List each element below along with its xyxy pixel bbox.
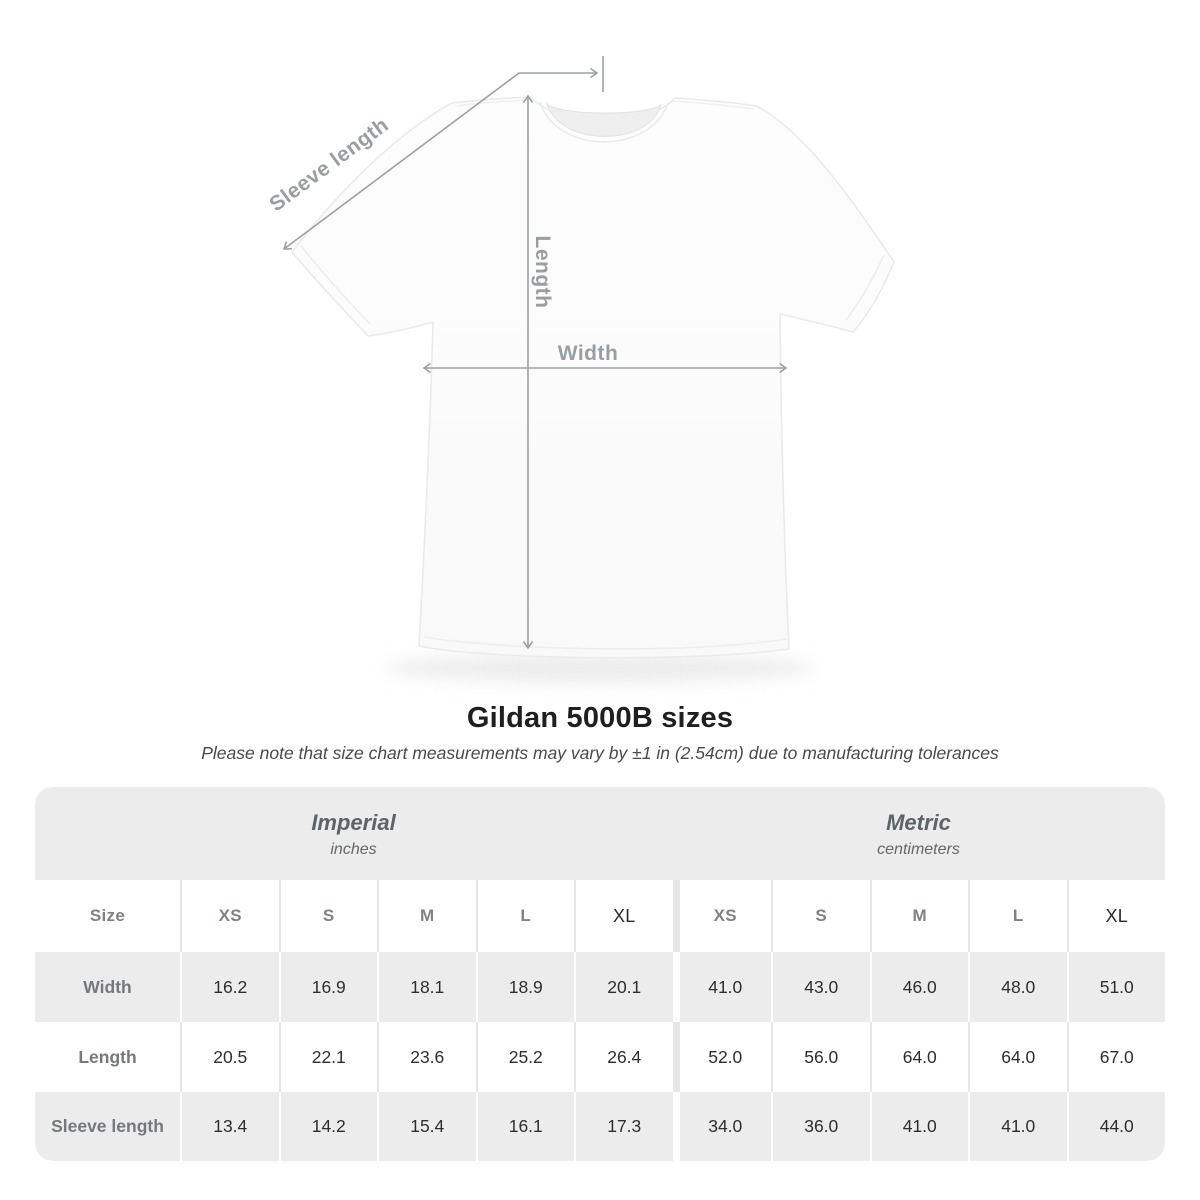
metric-group-header: Metric centimeters [672,787,1165,880]
table-cell: 20.1 [574,952,673,1022]
table-cell: 64.0 [968,1022,1067,1092]
table-cell: 13.4 [180,1092,279,1161]
imperial-group-header: Imperial inches [35,787,672,880]
table-cell: 56.0 [771,1022,870,1092]
size-xl-imperial: XL [574,880,673,952]
length-label: Length [531,236,554,309]
width-label: Width [558,342,619,365]
tshirt-measurement-diagram: Sleeve length Length Width [265,56,895,683]
size-xs-imperial: XS [180,880,279,952]
table-cell: 23.6 [377,1022,476,1092]
size-m-metric: M [869,880,969,952]
size-s-imperial: S [278,880,378,952]
table-cell: 16.9 [278,952,378,1022]
table-cell: 16.1 [475,1092,575,1161]
sleeve-length-arrow [282,67,599,250]
table-cell: 18.9 [475,952,575,1022]
right-shoulder-seam [672,100,754,110]
table-row-width: Width 16.2 16.9 18.1 18.9 20.1 41.0 43.0… [35,952,1165,1022]
row-label: Sleeve length [51,1116,164,1136]
tolerance-note: Please note that size chart measurements… [201,743,999,763]
table-cell: 25.2 [475,1022,575,1092]
imperial-label: Imperial [311,810,396,835]
table-cell: 36.0 [771,1092,870,1161]
table-row-sleeve-length: Sleeve length 13.4 14.2 15.4 16.1 17.3 3… [35,1092,1165,1161]
row-label: Width [83,976,132,997]
size-xs-metric: XS [672,880,772,952]
tshirt-diagram-svg: Sleeve length Length Width [265,56,895,683]
table-cell: 52.0 [672,1022,772,1092]
table-cell: 17.3 [574,1092,673,1161]
table-cell: 18.1 [377,952,476,1022]
tshirt-graphic [291,96,895,659]
right-sleeve-seam [845,254,885,321]
size-column-header: Size [89,906,126,925]
metric-label: Metric [886,810,951,835]
table-cell: 48.0 [968,952,1067,1022]
size-table: Imperial inches Metric centimeters Size … [35,787,1165,1161]
size-m-imperial: M [377,880,476,952]
size-s-metric: S [771,880,870,952]
row-label: Length [78,1046,137,1067]
table-cell: 14.2 [278,1092,378,1161]
table-cell: 46.0 [869,952,969,1022]
table-cell: 26.4 [574,1022,673,1092]
table-cell: 41.0 [869,1092,969,1161]
page-title: Gildan 5000B sizes [466,702,734,734]
table-cell: 16.2 [180,952,279,1022]
size-header-row: Size XS S M L XL XS S M L XL [35,880,1165,952]
table-cell: 34.0 [672,1092,772,1161]
table-cell: 22.1 [278,1022,378,1092]
size-l-metric: L [968,880,1067,952]
unit-group-header-row: Imperial inches Metric centimeters [35,787,1165,880]
table-cell: 15.4 [377,1092,476,1161]
table-cell: 51.0 [1066,952,1166,1022]
table-cell: 44.0 [1066,1092,1166,1161]
hem-stitch [422,636,787,650]
imperial-unit-label: inches [330,841,377,858]
left-sleeve-seam [300,245,371,325]
table-cell: 41.0 [672,952,772,1022]
size-l-imperial: L [475,880,575,952]
shirt-shadow [385,653,815,683]
metric-unit-label: centimeters [877,841,960,858]
size-xl-metric: XL [1066,880,1166,952]
table-row-length: Length 20.5 22.1 23.6 25.2 26.4 52.0 56.… [35,1022,1165,1092]
table-cell: 67.0 [1066,1022,1166,1092]
table-cell: 64.0 [869,1022,969,1092]
table-cell: 43.0 [771,952,870,1022]
table-cell: 41.0 [968,1092,1067,1161]
table-cell: 20.5 [180,1022,279,1092]
